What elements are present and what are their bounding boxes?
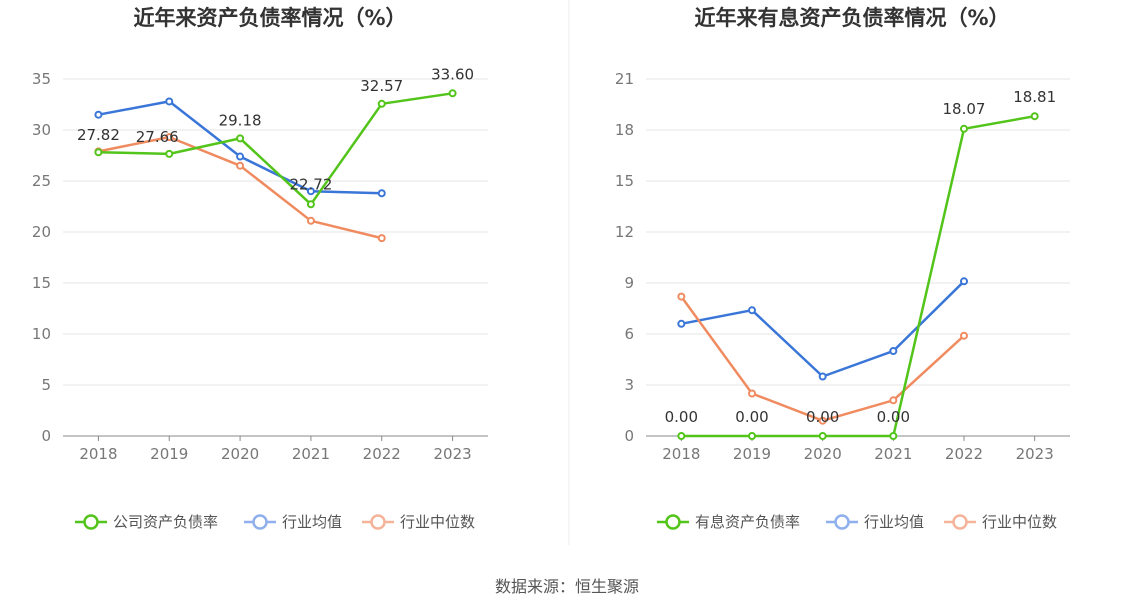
legend-item-2: 行业均值 [244, 513, 342, 531]
data-point [165, 149, 174, 158]
data-point [94, 110, 103, 119]
chart-title: 近年来有息资产负债率情况（%） [694, 6, 1009, 30]
y-tick-label: 18 [615, 121, 634, 139]
data-point [889, 347, 898, 355]
data-point [960, 277, 968, 286]
data-point [377, 99, 386, 108]
y-tick-label: 30 [32, 121, 51, 139]
data-point [818, 432, 827, 440]
data-point [165, 97, 174, 106]
data-label: 33.60 [431, 65, 474, 83]
data-label: 22.72 [289, 175, 332, 193]
data-point [960, 124, 968, 133]
x-tick-label: 2018 [79, 445, 117, 463]
series-line-1 [98, 92, 453, 206]
data-point [748, 432, 756, 440]
data-point [889, 432, 898, 440]
data-point [377, 234, 386, 243]
x-tick-label: 2023 [433, 445, 471, 463]
legend-label: 公司资产负债率 [113, 513, 218, 531]
legend-item-1: 公司资产负债率 [75, 513, 218, 531]
y-tick-label: 35 [32, 70, 51, 88]
data-point [165, 133, 174, 142]
data-point [236, 134, 245, 143]
data-point [306, 216, 315, 225]
legend-item-3: 行业中位数 [362, 513, 475, 531]
y-tick-label: 0 [41, 427, 51, 445]
x-tick-label: 2021 [292, 445, 330, 463]
legend-item-2: 行业均值 [826, 513, 924, 531]
chart-panel-2: 近年来有息资产负债率情况（%） 0 3 6 9 12 15 18 21 2018 2019 2020 2… [615, 6, 1070, 531]
legend-label: 行业均值 [282, 513, 342, 531]
data-point [677, 319, 686, 328]
y-tick-label: 15 [615, 172, 634, 190]
data-point [960, 331, 968, 340]
x-tick-label: 2020 [221, 445, 259, 463]
y-tick-label: 25 [32, 172, 51, 190]
data-point [448, 89, 457, 98]
data-label: 18.07 [943, 100, 986, 118]
legend-marker-icon [83, 514, 99, 530]
data-point [94, 148, 103, 157]
data-point [748, 306, 756, 315]
data-point [1030, 112, 1039, 121]
y-tick-label: 5 [41, 376, 51, 394]
series-line-1 [681, 114, 1035, 438]
data-point [306, 200, 315, 209]
y-tick-label: 6 [624, 325, 634, 343]
x-tick-label: 2021 [874, 445, 912, 463]
data-point [236, 161, 245, 170]
legend-marker-icon [252, 514, 268, 530]
y-tick-label: 10 [32, 325, 51, 343]
chart-title: 近年来资产负债率情况（%） [133, 6, 406, 30]
legend-item-3: 行业中位数 [944, 513, 1057, 531]
y-tick-label: 9 [624, 274, 634, 292]
legend-marker-icon [952, 514, 968, 530]
legend-label: 行业中位数 [400, 513, 475, 531]
data-point [818, 416, 827, 425]
data-point [377, 189, 386, 198]
data-point [677, 292, 686, 301]
x-tick-label: 2023 [1016, 445, 1054, 463]
chart-panel-1: 近年来资产负债率情况（%） 0 5 10 15 20 25 30 35 2018 2019 2020 2… [32, 6, 488, 531]
y-tick-label: 3 [624, 376, 634, 394]
data-label: 0.00 [735, 408, 768, 426]
data-label: 0.00 [877, 408, 910, 426]
data-point [889, 396, 898, 405]
data-label: 18.81 [1013, 88, 1056, 106]
legend-label: 有息资产负债率 [695, 513, 800, 531]
x-tick-label: 2022 [363, 445, 401, 463]
y-tick-label: 20 [32, 223, 51, 241]
data-label: 27.66 [136, 128, 179, 146]
legend-marker-icon [834, 514, 850, 530]
data-point [236, 152, 245, 161]
source-note: 数据来源：恒生聚源 [495, 577, 639, 596]
data-point [748, 389, 756, 398]
data-label: 0.00 [665, 408, 698, 426]
data-label: 29.18 [219, 111, 262, 129]
x-tick-label: 2018 [662, 445, 700, 463]
data-point [677, 432, 686, 440]
legend-item-1: 有息资产负债率 [657, 513, 800, 531]
x-tick-label: 2022 [945, 445, 983, 463]
legend-label: 行业中位数 [982, 513, 1057, 531]
data-label: 0.00 [806, 408, 839, 426]
x-tick-label: 2020 [804, 445, 842, 463]
data-point [818, 372, 827, 381]
y-tick-label: 21 [615, 70, 634, 88]
data-point [306, 187, 315, 196]
y-tick-label: 12 [615, 223, 634, 241]
y-tick-label: 0 [624, 427, 634, 445]
legend-label: 行业均值 [864, 513, 924, 531]
legend-marker-icon [370, 514, 386, 530]
data-label: 27.82 [77, 126, 120, 144]
data-label: 32.57 [360, 77, 403, 95]
x-tick-label: 2019 [150, 445, 188, 463]
x-tick-label: 2019 [733, 445, 771, 463]
legend-marker-icon [665, 514, 681, 530]
y-tick-label: 15 [32, 274, 51, 292]
series-line-2 [681, 280, 965, 378]
